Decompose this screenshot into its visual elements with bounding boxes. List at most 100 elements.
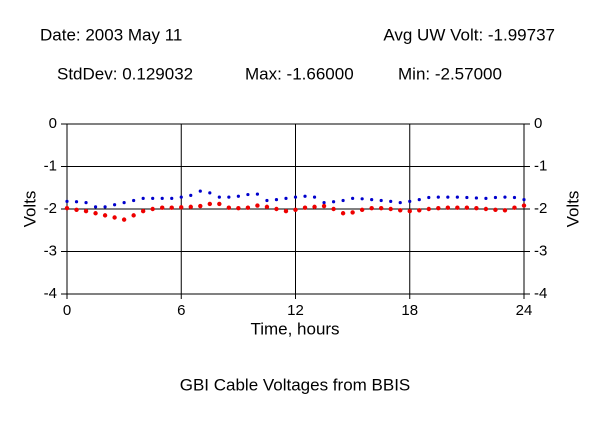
data-point [198,189,202,193]
data-point [236,194,240,198]
avg-label: Avg UW Volt: -1.99737 [383,25,555,44]
data-point [227,195,231,199]
data-point [350,210,355,215]
y-tick-label: -2 [44,200,57,217]
data-point [436,195,440,199]
data-point [512,205,517,210]
data-point [398,208,403,213]
data-point [103,205,107,209]
data-point [132,198,136,203]
data-point [503,195,507,199]
data-point [436,205,441,211]
data-point [445,205,451,210]
data-point [160,205,165,210]
data-point [465,195,469,200]
y-tick-label: -4 [44,285,57,302]
data-point [312,195,317,199]
data-point [302,205,308,210]
data-point [217,201,222,207]
x-tick-label: 18 [401,302,418,319]
data-point [359,207,365,213]
data-point [93,211,98,216]
data-point [141,196,145,200]
data-point [427,195,431,200]
data-point [112,215,117,220]
data-point [408,199,412,203]
data-point [379,198,383,203]
data-point [274,198,279,202]
data-point [189,193,193,197]
data-point [521,203,527,208]
chart-title: GBI Cable Voltages from BBIS [180,375,411,394]
data-point [303,194,307,198]
data-point [322,201,326,205]
stddev-label: StdDev: 0.129032 [57,64,193,83]
data-point [74,200,79,204]
y-tick-label-right: -3 [534,242,547,259]
x-tick-label: 24 [516,302,533,319]
data-point [65,199,69,203]
data-point [188,204,193,210]
data-point [226,205,232,210]
data-point [150,206,155,212]
data-point [331,200,336,204]
data-point [170,196,174,200]
data-point [122,201,126,205]
data-point [484,196,488,200]
y-tick-label: -1 [44,157,57,174]
data-point [512,195,517,200]
data-point [160,196,164,200]
data-point [198,203,203,209]
data-point [417,208,422,213]
data-point [283,208,289,214]
data-point [360,197,364,201]
y-tick-label-right: -2 [534,200,547,217]
data-point [293,207,298,213]
data-point [255,192,260,196]
y-tick-label-right: 0 [534,115,542,132]
data-point [93,205,98,209]
data-point [483,206,489,212]
x-axis-label: Time, hours [250,319,339,338]
data-point [426,206,431,212]
data-point [140,208,146,214]
data-point [84,201,88,205]
data-point [236,205,241,211]
data-point [369,205,374,211]
data-point [493,195,498,200]
y-tick-label-right: -4 [534,285,547,302]
date-label: Date: 2003 May 11 [40,25,182,44]
data-point [455,195,459,199]
data-point [388,206,393,212]
data-point [331,206,336,212]
data-point [341,198,345,203]
data-point [74,207,79,213]
data-point [446,195,450,199]
min-label: Min: -2.57000 [398,64,502,83]
data-point [274,206,279,212]
data-point [474,196,478,200]
data-point [264,204,270,210]
data-point [83,208,89,214]
max-label: Max: -1.66000 [245,64,354,83]
data-point [398,201,402,205]
data-point [179,195,183,199]
data-point [464,205,470,210]
x-tick-label: 6 [177,302,185,319]
data-point [378,205,384,211]
y-tick-label: -3 [44,242,57,259]
data-point [245,205,251,210]
y-axis-label-right: Volts [563,191,582,228]
data-point [131,213,136,218]
y-axis-label: Volts [20,191,39,228]
data-point [417,198,421,202]
data-point [265,198,269,203]
data-point [121,217,127,222]
data-point [321,203,327,209]
data-point [217,195,221,199]
data-point [102,213,108,218]
data-point [255,203,260,208]
data-point [522,198,526,202]
data-point [493,207,498,213]
